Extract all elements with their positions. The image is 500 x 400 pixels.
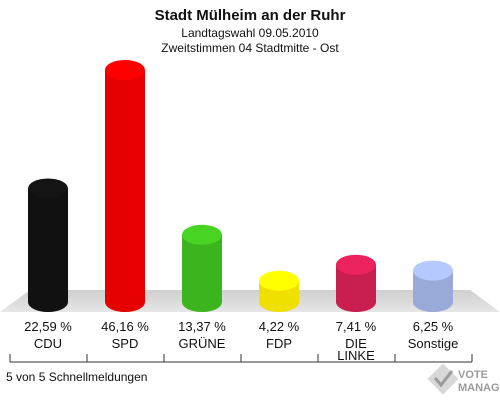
category-label-gr-ne: GRÜNE [179,336,226,351]
category-label-fdp: FDP [266,336,292,351]
bar-body-sonstige [413,270,453,312]
category-label-spd: SPD [112,336,139,351]
bar-top-spd [105,60,145,80]
bar-die-linke [336,254,376,312]
chart-subtitle-date: Landtagswahl 09.05.2010 [181,26,319,40]
axis-ticks [9,354,473,362]
bar-top-sonstige [413,260,453,281]
bar-top-fdp [259,270,299,291]
category-label-cdu: CDU [34,336,62,351]
value-label-die-linke: 7,41 % [336,319,377,334]
labels-group: 22,59 % CDU 46,16 % SPD 13,37 % GRÜNE 4,22 % FD… [24,319,458,363]
bars-group [28,60,453,312]
category-label-sonstige: Sonstige [408,336,459,351]
value-label-cdu: 22,59 % [24,319,72,334]
category-label-die-linke-2: LINKE [337,348,375,363]
vote-manager-logo: VOTE MANAGER [427,363,500,395]
bar-sonstige [413,260,453,312]
checkmark-icon [427,363,459,395]
bar-body-die-linke [336,264,376,312]
value-label-gr-ne: 13,37 % [178,319,226,334]
value-label-fdp: 4,22 % [259,319,300,334]
bar-top-cdu [28,178,68,199]
logo-text-vote: VOTE [458,369,488,381]
bar-spd [105,60,145,312]
bar-top-gr-ne [182,224,222,245]
bar-cdu [28,178,68,312]
bar-top-die-linke [336,254,376,275]
footer-note: 5 von 5 Schnellmeldungen [6,370,147,384]
value-label-spd: 46,16 % [101,319,149,334]
bar-gr-ne [182,224,222,312]
value-label-sonstige: 6,25 % [413,319,454,334]
bar-fdp [259,270,299,312]
chart-title: Stadt Mülheim an der Ruhr [155,7,346,24]
logo-text-manager: MANAGER [458,382,500,394]
chart-subtitle-district: Zweitstimmen 04 Stadtmitte - Ost [161,41,339,55]
bar-body-gr-ne [182,234,222,312]
bar-body-cdu [28,188,68,312]
bar-body-spd [105,70,145,312]
category-label-die-linke-1: DIE [345,336,367,351]
